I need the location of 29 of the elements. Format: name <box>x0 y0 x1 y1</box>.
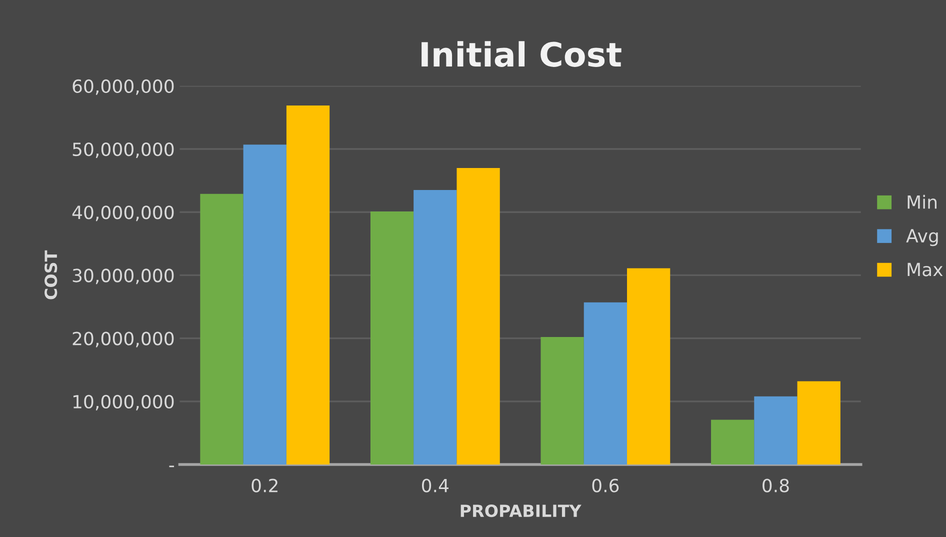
x-axis-title: PROPABILITY <box>460 504 582 518</box>
x-tick-label: 0.4 <box>422 478 449 492</box>
bar <box>797 381 840 465</box>
y-tick-label: 10,000,000 <box>73 394 174 410</box>
legend-label: Avg <box>906 229 938 246</box>
bar <box>243 144 286 465</box>
y-tick-label: 50,000,000 <box>72 142 174 158</box>
bar <box>754 396 798 465</box>
bar <box>627 268 670 465</box>
bar <box>370 211 414 465</box>
y-tick-label: 20,000,000 <box>72 332 174 348</box>
bar <box>540 337 584 465</box>
x-tick-label: 0.6 <box>592 478 619 492</box>
bar <box>200 194 244 465</box>
bar <box>414 190 457 465</box>
bar <box>286 105 330 465</box>
x-tick-label: 0.8 <box>762 478 789 492</box>
y-tick-label: 40,000,000 <box>72 206 174 222</box>
y-tick-label: - <box>169 466 174 468</box>
bar <box>456 168 500 465</box>
bar <box>711 420 754 465</box>
legend-label: Min <box>908 194 937 209</box>
y-tick-label: 60,000,000 <box>72 79 174 95</box>
chart-title: Initial Cost <box>422 41 622 67</box>
y-tick-label: 30,000,000 <box>72 268 174 284</box>
bar <box>584 302 628 465</box>
x-tick-label: 0.2 <box>252 478 278 492</box>
y-axis-title: COST <box>44 250 58 300</box>
legend-label: Max <box>908 262 943 276</box>
